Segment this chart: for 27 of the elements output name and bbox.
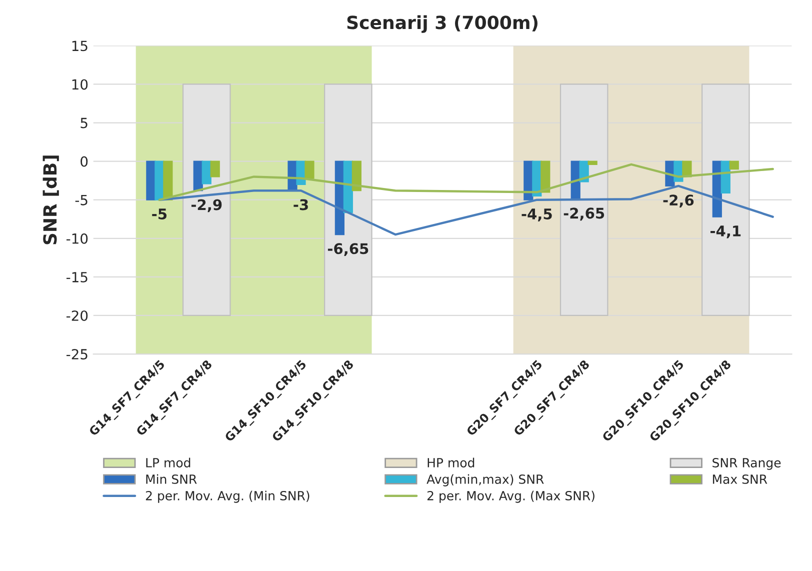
- legend-label: Max SNR: [712, 474, 768, 484]
- data-label: -3: [294, 199, 308, 210]
- legend-label: HP mod: [428, 458, 474, 468]
- data-label: -6,65: [328, 243, 368, 256]
- data-label: -2,65: [564, 208, 604, 221]
- legend-label: 2 per. Mov. Avg. (Min SNR): [146, 490, 310, 503]
- legend-label: Min SNR: [146, 474, 197, 484]
- data-label: -2,6: [663, 194, 694, 208]
- y-tick-label: -10: [66, 233, 88, 244]
- legend-label: Avg(min,max) SNR: [426, 474, 544, 486]
- y-tick-label: -5: [75, 195, 88, 206]
- data-label: -2,9: [191, 199, 222, 212]
- y-tick-label: 10: [72, 79, 88, 90]
- legend-label: LP mod: [146, 458, 190, 468]
- y-axis-title: SNR [dB]: [42, 156, 59, 244]
- y-tick-label: -25: [66, 348, 88, 360]
- legend-label: 2 per. Mov. Avg. (Max SNR): [427, 490, 594, 503]
- data-label: -5: [152, 208, 167, 220]
- y-tick-label: -20: [66, 310, 88, 321]
- legend-label: SNR Range: [712, 458, 781, 470]
- data-label: -4,5: [522, 208, 552, 222]
- y-tick-label: 5: [80, 118, 88, 128]
- y-tick-label: 0: [80, 156, 88, 167]
- y-tick-label: 15: [72, 40, 88, 52]
- y-tick-label: -15: [66, 272, 88, 282]
- data-label: -4,1: [710, 226, 741, 238]
- chart-title: Scenarij 3 (7000m): [347, 15, 538, 33]
